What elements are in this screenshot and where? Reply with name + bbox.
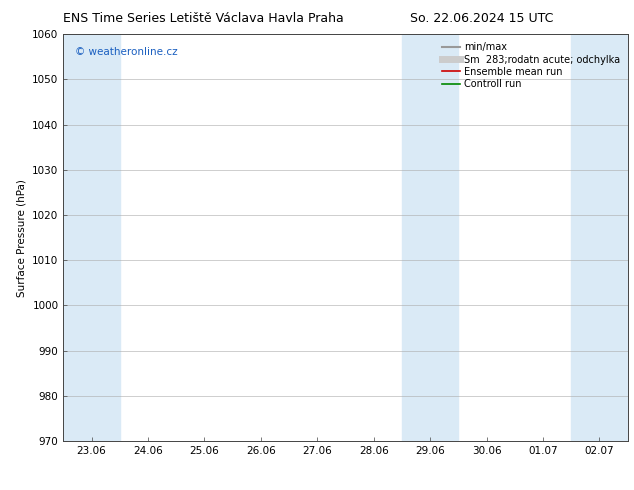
Text: ENS Time Series Letiště Václava Havla Praha: ENS Time Series Letiště Václava Havla Pr…: [63, 12, 343, 25]
Bar: [571, 34, 628, 441]
Legend: min/max, Sm  283;rodatn acute; odchylka, Ensemble mean run, Controll run: min/max, Sm 283;rodatn acute; odchylka, …: [439, 39, 623, 92]
Bar: [402, 34, 458, 441]
Y-axis label: Surface Pressure (hPa): Surface Pressure (hPa): [16, 179, 27, 296]
Text: So. 22.06.2024 15 UTC: So. 22.06.2024 15 UTC: [410, 12, 553, 25]
Bar: [63, 34, 120, 441]
Text: © weatheronline.cz: © weatheronline.cz: [75, 47, 178, 56]
